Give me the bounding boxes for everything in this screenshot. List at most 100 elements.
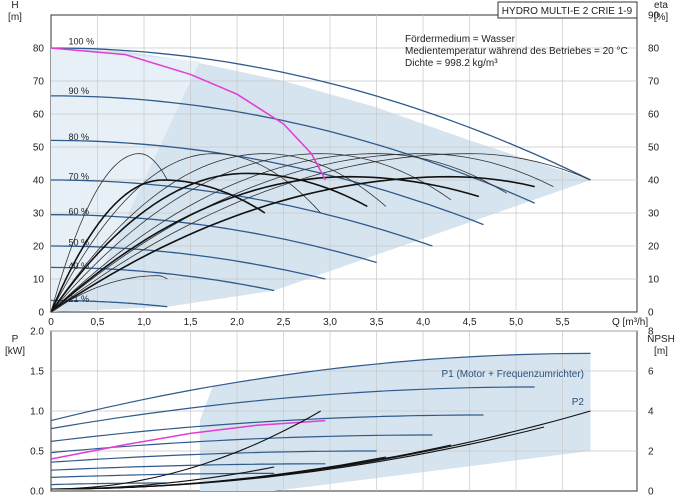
- y2-tick-label: 40: [648, 176, 660, 187]
- p-tick-label: 1.0: [30, 407, 44, 418]
- speed-label: 70 %: [69, 172, 90, 182]
- pump-curve: [51, 245, 326, 280]
- y-tick-label: 0: [38, 308, 44, 319]
- power-curve: [50, 482, 168, 486]
- pump-curve: [50, 47, 591, 181]
- power-curves: [50, 352, 591, 490]
- head-efficiency-panel: 0 0,5 1,0 1,5 2,0 2,5 3,0 3,5 4,0 4,5 5,0 5,5 0 10 20 3…: [8, 0, 668, 328]
- y2-axis-label-npsh: NPSH: [647, 334, 675, 345]
- y2-axis-label-eta-unit: [%]: [654, 12, 669, 23]
- pump-curve: [50, 266, 275, 292]
- y-tick-label: 70: [33, 77, 45, 88]
- y-axis-label-p-unit: [kW]: [5, 346, 25, 357]
- x-tick-label: 3,0: [323, 317, 337, 328]
- speed-label: 100 %: [69, 36, 95, 46]
- efficiency-curve: [50, 153, 554, 313]
- chart-title: HYDRO MULTI-E 2 CRIE 1-9: [502, 6, 633, 17]
- x-tick-label: 4,5: [463, 317, 477, 328]
- pump-curve: [50, 299, 168, 308]
- y-tick-label: 50: [33, 143, 45, 154]
- x-tick-label: 1,0: [137, 317, 151, 328]
- pump-curve: [51, 179, 433, 247]
- y2-axis-label-eta: eta: [654, 0, 668, 11]
- x-tick-label: 2,0: [230, 317, 244, 328]
- efficiency-curve: [50, 153, 508, 313]
- y-axis-label-p: P: [12, 334, 19, 345]
- efficiency-curve: [50, 275, 168, 313]
- pump-curve: [51, 95, 535, 204]
- speed-label: 50 %: [69, 238, 90, 248]
- speed-label: 21 %: [69, 294, 90, 304]
- head-grid: [51, 15, 637, 312]
- x-tick-label: 1,5: [184, 317, 198, 328]
- npsh-curve: [50, 410, 321, 490]
- npsh-tick-label: 0: [648, 487, 654, 498]
- y-axis-label-h: H: [11, 0, 18, 11]
- npsh-tick-label: 2: [648, 447, 654, 458]
- head-curves: [50, 47, 591, 313]
- speed-label: 80 %: [69, 132, 90, 142]
- pump-curve: [50, 139, 484, 226]
- efficiency-curve: [50, 153, 387, 313]
- efficiency-curve: [50, 172, 368, 313]
- speed-labels: 100 % 90 % 80 % 70 % 60 % 50 % 40 % 21 %: [69, 36, 95, 303]
- x-tick-label: 2,5: [277, 317, 291, 328]
- x-tick-label: 5,5: [556, 317, 570, 328]
- y2-tick-label: 80: [648, 44, 660, 55]
- y-tick-label: 80: [33, 44, 45, 55]
- y2-tick-label: 20: [648, 242, 660, 253]
- efficiency-curve: [50, 153, 168, 313]
- power-curve: [50, 386, 535, 430]
- y2-tick-label: 50: [648, 143, 660, 154]
- p-tick-label: 0.0: [30, 487, 44, 498]
- y2-tick-label: 10: [648, 275, 660, 286]
- power-axis-ticks: 0.0 0.5 1.0 1.5 2.0 0 2 4 6 8: [30, 327, 654, 498]
- npsh-tick-label: 8: [648, 327, 654, 338]
- series-label-p1: P1 (Motor + Frequenzumrichter): [441, 369, 584, 380]
- x-tick-label: 3,5: [370, 317, 384, 328]
- npsh-tick-label: 4: [648, 407, 654, 418]
- y-tick-label: 60: [33, 110, 45, 121]
- x-tick-label: 0: [48, 317, 54, 328]
- y2-tick-label: 90: [648, 11, 660, 22]
- efficiency-curve: [50, 179, 266, 313]
- p-tick-label: 1.5: [30, 367, 44, 378]
- y-tick-label: 20: [33, 242, 45, 253]
- p-tick-label: 0.5: [30, 447, 44, 458]
- power-curve: [50, 352, 591, 422]
- efficiency-curve: [50, 175, 480, 313]
- head-axis-ticks: 0 0,5 1,0 1,5 2,0 2,5 3,0 3,5 4,0 4,5 5,0 5,5 0 10 20 3…: [33, 11, 660, 329]
- power-npsh-panel: 0.0 0.5 1.0 1.5 2.0 0 2 4 6 8 P [kW] NPSH [m] P1 …: [5, 327, 675, 498]
- x-tick-label: 5,0: [509, 317, 523, 328]
- power-curve: [50, 450, 377, 463]
- speed-label: 40 %: [69, 261, 90, 271]
- x-tick-label: 4,0: [416, 317, 430, 328]
- power-curve: [50, 414, 484, 442]
- note-medium: Fördermedium = Wasser: [405, 34, 516, 45]
- speed-label: 60 %: [69, 206, 90, 216]
- y2-tick-label: 30: [648, 209, 660, 220]
- note-density: Dichte = 998.2 kg/m³: [405, 58, 498, 69]
- efficiency-curve: [50, 153, 321, 313]
- p-tick-label: 2.0: [30, 327, 44, 338]
- title-box: [497, 1, 638, 19]
- y2-tick-label: 70: [648, 77, 660, 88]
- y-axis-label-h-unit: [m]: [8, 12, 22, 23]
- y-tick-label: 10: [33, 275, 45, 286]
- max-power-limit-curve: [50, 47, 327, 181]
- efficiency-curve: [50, 175, 535, 313]
- npsh-tick-label: 6: [648, 367, 654, 378]
- power-grid: [51, 330, 637, 491]
- power-limit-curve: [50, 419, 326, 460]
- x-axis-label: Q [m³/h]: [612, 317, 648, 328]
- y-tick-label: 40: [33, 176, 45, 187]
- y-tick-label: 30: [33, 209, 45, 220]
- y2-tick-label: 0: [648, 308, 654, 319]
- series-label-p2: P2: [572, 397, 585, 408]
- y2-tick-label: 60: [648, 110, 660, 121]
- npsh-curve: [51, 466, 275, 490]
- efficiency-curve: [50, 153, 452, 313]
- note-temperature: Medientemperatur während des Betriebes =…: [405, 46, 628, 57]
- efficiency-curve: [50, 153, 591, 313]
